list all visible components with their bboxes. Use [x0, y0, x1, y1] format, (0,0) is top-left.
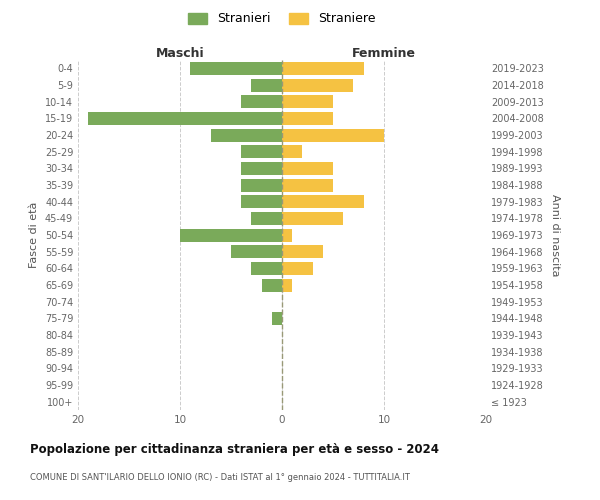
Bar: [282, 278, 292, 291]
Bar: [282, 245, 323, 258]
Legend: Stranieri, Straniere: Stranieri, Straniere: [185, 8, 379, 29]
Bar: [251, 262, 282, 275]
Text: Popolazione per cittadinanza straniera per età e sesso - 2024: Popolazione per cittadinanza straniera p…: [30, 442, 439, 456]
Bar: [262, 278, 282, 291]
Bar: [241, 178, 282, 192]
Bar: [282, 128, 384, 141]
Bar: [180, 228, 282, 241]
Bar: [282, 95, 333, 108]
Bar: [282, 262, 313, 275]
Bar: [282, 212, 343, 225]
Bar: [282, 145, 302, 158]
Text: COMUNE DI SANT'ILARIO DELLO IONIO (RC) - Dati ISTAT al 1° gennaio 2024 - TUTTITA: COMUNE DI SANT'ILARIO DELLO IONIO (RC) -…: [30, 472, 410, 482]
Bar: [272, 312, 282, 325]
Y-axis label: Fasce di età: Fasce di età: [29, 202, 39, 268]
Bar: [282, 178, 333, 192]
Bar: [241, 145, 282, 158]
Bar: [190, 62, 282, 75]
Bar: [282, 112, 333, 125]
Bar: [282, 78, 353, 92]
Bar: [241, 162, 282, 175]
Bar: [88, 112, 282, 125]
Bar: [241, 95, 282, 108]
Bar: [282, 62, 364, 75]
Y-axis label: Anni di nascita: Anni di nascita: [550, 194, 560, 276]
Bar: [282, 162, 333, 175]
Bar: [241, 195, 282, 208]
Bar: [231, 245, 282, 258]
Bar: [282, 195, 364, 208]
Bar: [251, 78, 282, 92]
Bar: [211, 128, 282, 141]
Bar: [251, 212, 282, 225]
Bar: [282, 228, 292, 241]
Text: Maschi: Maschi: [155, 47, 205, 60]
Text: Femmine: Femmine: [352, 47, 416, 60]
